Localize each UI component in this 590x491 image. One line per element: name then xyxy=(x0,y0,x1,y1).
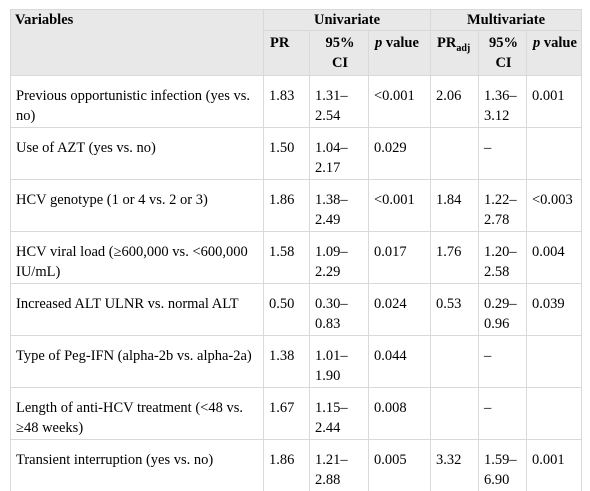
cell-p-value-adj: 0.001 xyxy=(525,75,583,128)
table-row: HCV viral load (≥600,000 vs. <600,000 IU… xyxy=(10,231,583,284)
cell-ci-adj: – xyxy=(478,127,527,180)
cell-pr: 0.50 xyxy=(263,283,310,336)
header-p-value: p value xyxy=(368,30,431,76)
cell-ci-adj: 1.36–3.12 xyxy=(478,75,527,128)
cell-pr-adj: 2.06 xyxy=(430,75,479,128)
table-row: Transient interruption (yes vs. no) 1.86 1… xyxy=(10,439,583,491)
cell-variable: Length of anti-HCV treatment (<48 vs. ≥4… xyxy=(10,387,264,440)
cell-p-value: 0.017 xyxy=(368,231,431,284)
cell-variable: Increased ALT ULNR vs. normal ALT xyxy=(10,283,264,336)
cell-pr-adj: 3.32 xyxy=(430,439,479,491)
header-p2-letter: p xyxy=(533,35,541,51)
table-row: Use of AZT (yes vs. no) 1.50 1.04–2.17 0.02… xyxy=(10,127,583,180)
cell-ci-adj: – xyxy=(478,335,527,388)
header-multivariate: Multivariate xyxy=(429,9,583,31)
table-row: Increased ALT ULNR vs. normal ALT 0.50 0.3… xyxy=(10,283,583,336)
cell-p-value: 0.024 xyxy=(368,283,431,336)
cell-ci-adj: – xyxy=(478,387,527,440)
header-p-letter: p xyxy=(375,35,383,51)
cell-ci-adj: 1.22–2.78 xyxy=(478,179,527,232)
table-body: Previous opportunistic infection (yes vs… xyxy=(10,75,583,491)
cell-variable: Use of AZT (yes vs. no) xyxy=(10,127,264,180)
cell-pr: 1.86 xyxy=(263,179,310,232)
header-p-value-adj: p value xyxy=(525,30,583,76)
cell-p-value: 0.029 xyxy=(368,127,431,180)
cell-pr-adj xyxy=(430,335,479,388)
header-pr-adj: PRadj xyxy=(430,30,479,76)
cell-variable: Transient interruption (yes vs. no) xyxy=(10,439,264,491)
cell-pr: 1.50 xyxy=(263,127,310,180)
cell-ci: 1.38–2.49 xyxy=(309,179,369,232)
header-pr: PR xyxy=(263,30,310,76)
cell-p-value-adj xyxy=(525,335,583,388)
cell-pr-adj: 1.76 xyxy=(430,231,479,284)
header-pr-adj-base: PR xyxy=(437,35,457,51)
cell-ci: 1.15–2.44 xyxy=(309,387,369,440)
header-ci: 95% CI xyxy=(309,30,369,76)
cell-variable: HCV genotype (1 or 4 vs. 2 or 3) xyxy=(10,179,264,232)
cell-ci-adj: 1.20–2.58 xyxy=(478,231,527,284)
cell-ci-adj: 0.29–0.96 xyxy=(478,283,527,336)
cell-p-value: <0.001 xyxy=(368,179,431,232)
cell-ci: 1.01–1.90 xyxy=(309,335,369,388)
cell-ci: 1.31–2.54 xyxy=(309,75,369,128)
header-ci-adj: 95% CI xyxy=(478,30,527,76)
cell-pr-adj xyxy=(430,127,479,180)
cell-variable: Previous opportunistic infection (yes vs… xyxy=(10,75,264,128)
header-value2-word: value xyxy=(540,35,577,51)
cell-p-value: 0.044 xyxy=(368,335,431,388)
cell-pr: 1.58 xyxy=(263,231,310,284)
table-row: Previous opportunistic infection (yes vs… xyxy=(10,75,583,128)
cell-p-value-adj xyxy=(525,387,583,440)
cell-pr: 1.86 xyxy=(263,439,310,491)
cell-variable: HCV viral load (≥600,000 vs. <600,000 IU… xyxy=(10,231,264,284)
header-value-word: value xyxy=(382,35,419,51)
cell-pr-adj: 1.84 xyxy=(430,179,479,232)
table-header: Variables Univariate Multivariate PR 95%… xyxy=(10,9,583,76)
table-row: Type of Peg-IFN (alpha-2b vs. alpha-2a) 1… xyxy=(10,335,583,388)
cell-p-value-adj: 0.039 xyxy=(525,283,583,336)
cell-p-value-adj: 0.001 xyxy=(525,439,583,491)
header-variables: Variables xyxy=(10,9,264,76)
cell-pr-adj: 0.53 xyxy=(430,283,479,336)
cell-ci: 1.04–2.17 xyxy=(309,127,369,180)
cell-pr: 1.67 xyxy=(263,387,310,440)
cell-p-value-adj xyxy=(525,127,583,180)
cell-p-value: 0.005 xyxy=(368,439,431,491)
cell-pr-adj xyxy=(430,387,479,440)
header-univariate: Univariate xyxy=(263,9,431,31)
cell-pr: 1.83 xyxy=(263,75,310,128)
cell-ci: 0.30–0.83 xyxy=(309,283,369,336)
cell-ci-adj: 1.59–6.90 xyxy=(478,439,527,491)
cell-p-value: 0.008 xyxy=(368,387,431,440)
table-row: Length of anti-HCV treatment (<48 vs. ≥4… xyxy=(10,387,583,440)
header-pr-adj-sub: adj xyxy=(456,42,471,54)
cell-p-value: <0.001 xyxy=(368,75,431,128)
table-row: HCV genotype (1 or 4 vs. 2 or 3) 1.86 1.38… xyxy=(10,179,583,232)
results-table: Variables Univariate Multivariate PR 95%… xyxy=(10,9,583,491)
cell-variable: Type of Peg-IFN (alpha-2b vs. alpha-2a) xyxy=(10,335,264,388)
cell-pr: 1.38 xyxy=(263,335,310,388)
cell-p-value-adj: 0.004 xyxy=(525,231,583,284)
cell-p-value-adj: <0.003 xyxy=(525,179,583,232)
cell-ci: 1.21–2.88 xyxy=(309,439,369,491)
cell-ci: 1.09–2.29 xyxy=(309,231,369,284)
